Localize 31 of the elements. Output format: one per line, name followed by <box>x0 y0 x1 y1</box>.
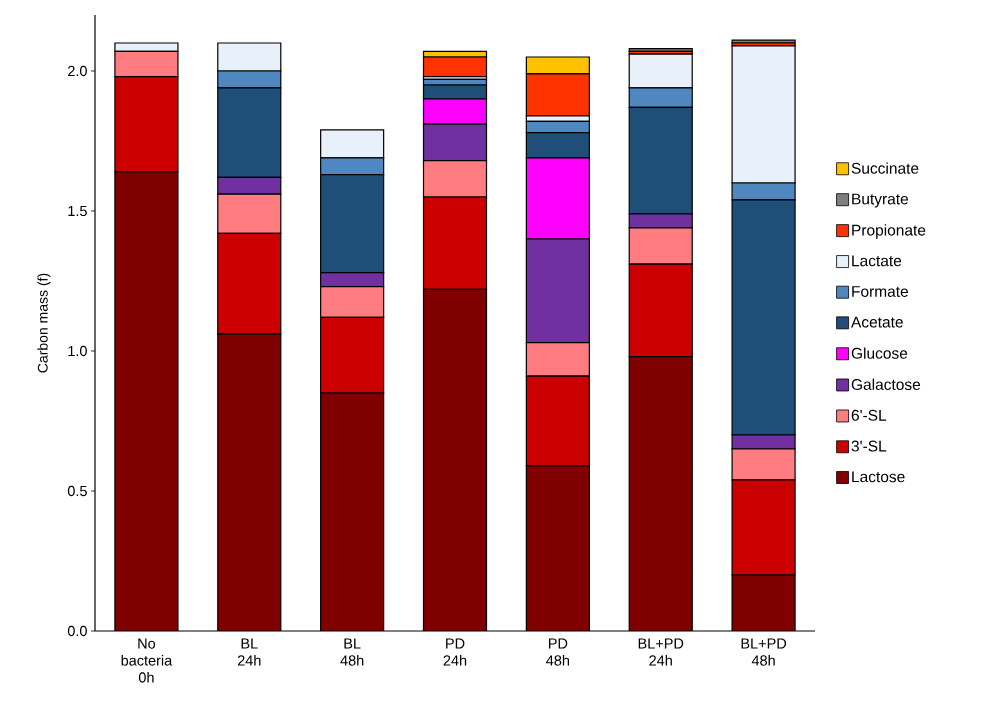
legend-label: Lactose <box>852 471 905 483</box>
x-tick-label: BL 48h <box>340 638 364 666</box>
legend-label: Succinate <box>851 162 919 174</box>
x-tick-label: BL 24h <box>237 638 261 666</box>
x-tick-label: BL+PD 24h <box>638 638 684 666</box>
legend-label: 6'-SL <box>851 409 887 421</box>
legend-label: Glucose <box>851 347 908 359</box>
y-tick-label: 1.0 <box>68 345 87 357</box>
bar <box>526 465 590 631</box>
y-tick-label: 2.0 <box>68 65 87 77</box>
bar <box>320 393 384 631</box>
bar <box>114 171 178 631</box>
legend-label: Formate <box>852 286 909 297</box>
y-tick-label: 1.5 <box>68 205 87 217</box>
x-tick-label: No bacteria 0h <box>121 638 173 683</box>
bar <box>629 356 693 631</box>
y-tick-label: 0.5 <box>67 485 87 497</box>
y-tick-label: 0.0 <box>67 625 87 637</box>
legend-label: Butyrate <box>852 193 909 208</box>
legend-label: 3'-SL <box>851 440 887 452</box>
x-tick-label: PD 48h <box>546 638 570 666</box>
y-axis-title: Carbon mass (f) <box>37 273 51 373</box>
bar <box>217 334 281 631</box>
legend-label: Galactose <box>851 378 921 390</box>
legend-label: Lactate <box>852 255 902 267</box>
legend-label: Acetate <box>851 316 903 328</box>
bar <box>423 289 487 631</box>
bar <box>731 574 796 631</box>
x-tick-label: BL+PD 48h <box>741 638 787 666</box>
legend-label: Propionate <box>852 224 926 239</box>
x-tick-label: PD 24h <box>443 638 467 666</box>
